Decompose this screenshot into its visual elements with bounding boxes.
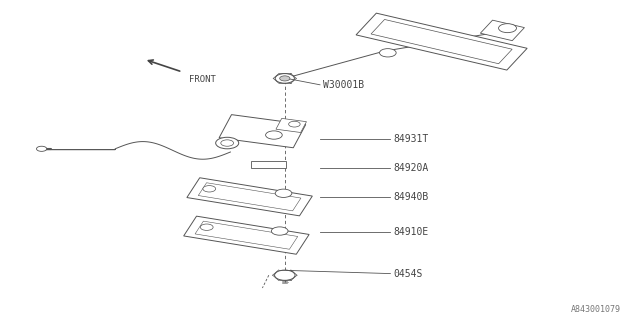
Text: W30001B: W30001B	[323, 80, 364, 90]
Text: A843001079: A843001079	[571, 305, 621, 314]
Polygon shape	[198, 183, 301, 211]
Text: 84910E: 84910E	[394, 227, 429, 237]
Polygon shape	[219, 115, 306, 148]
Circle shape	[275, 189, 292, 197]
Text: 84931T: 84931T	[394, 134, 429, 144]
Polygon shape	[187, 178, 312, 216]
Polygon shape	[371, 20, 512, 64]
Circle shape	[221, 140, 234, 146]
Circle shape	[271, 227, 288, 235]
Text: 0454S: 0454S	[394, 268, 423, 279]
Circle shape	[200, 224, 213, 230]
Polygon shape	[195, 221, 298, 249]
Circle shape	[36, 146, 47, 151]
Circle shape	[289, 121, 300, 127]
Circle shape	[275, 74, 294, 83]
Circle shape	[280, 76, 290, 81]
Polygon shape	[276, 118, 307, 132]
Polygon shape	[481, 20, 524, 41]
Text: FRONT: FRONT	[189, 75, 216, 84]
Circle shape	[216, 137, 239, 149]
Circle shape	[203, 186, 216, 192]
Polygon shape	[356, 13, 527, 70]
Circle shape	[275, 270, 295, 280]
Circle shape	[380, 49, 396, 57]
Polygon shape	[251, 161, 287, 168]
Text: 84940B: 84940B	[394, 192, 429, 202]
Circle shape	[266, 131, 282, 139]
Polygon shape	[184, 216, 309, 254]
Circle shape	[499, 24, 516, 33]
Text: 84920A: 84920A	[394, 163, 429, 173]
